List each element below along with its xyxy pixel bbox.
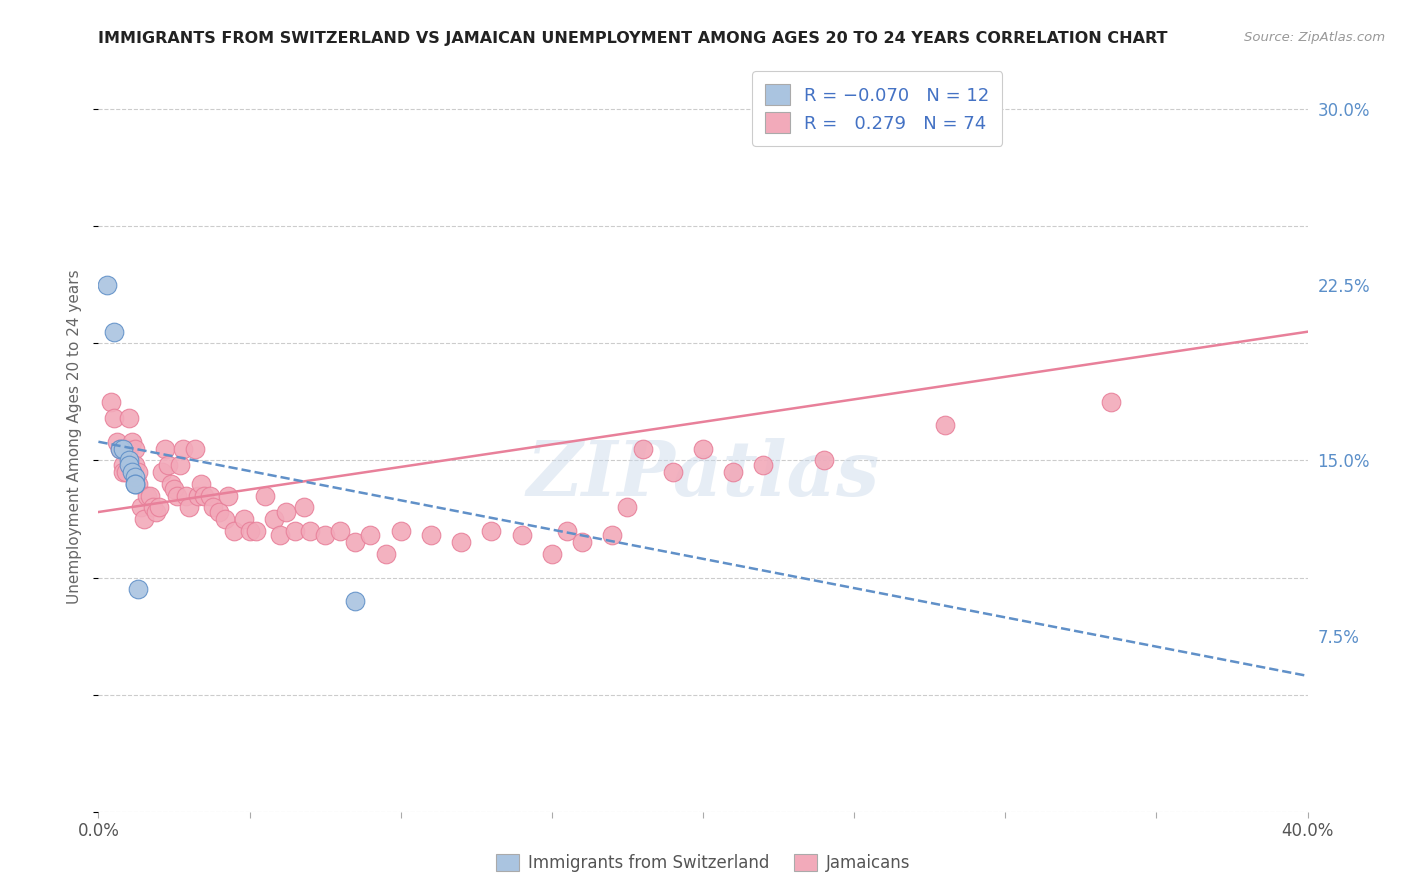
Point	[616, 500, 638, 515]
Point	[602, 528, 624, 542]
Point	[124, 476, 146, 491]
Point	[344, 594, 367, 608]
Point	[163, 482, 186, 496]
Point	[661, 465, 683, 479]
Point	[374, 547, 396, 561]
Point	[269, 528, 291, 542]
Point	[127, 476, 149, 491]
Point	[540, 547, 562, 561]
Point	[124, 470, 146, 484]
Text: ZIPatlas: ZIPatlas	[526, 438, 880, 511]
Point	[108, 442, 131, 456]
Point	[239, 524, 262, 538]
Point	[121, 434, 143, 449]
Point	[420, 528, 443, 542]
Point	[631, 442, 654, 456]
Point	[174, 489, 197, 503]
Point	[139, 489, 162, 503]
Point	[124, 476, 146, 491]
Point	[571, 535, 593, 549]
Point	[124, 442, 146, 456]
Point	[135, 489, 157, 503]
Point	[360, 528, 382, 542]
Point	[103, 411, 125, 425]
Point	[129, 500, 152, 515]
Point	[217, 489, 239, 503]
Point	[299, 524, 322, 538]
Point	[118, 411, 141, 425]
Point	[169, 458, 191, 473]
Point	[127, 582, 149, 597]
Point	[752, 458, 775, 473]
Point	[481, 524, 503, 538]
Point	[127, 465, 149, 479]
Point	[555, 524, 578, 538]
Point	[200, 489, 222, 503]
Point	[274, 505, 297, 519]
Point	[510, 528, 533, 542]
Point	[172, 442, 194, 456]
Point	[96, 277, 118, 292]
Point	[121, 465, 143, 479]
Point	[314, 528, 336, 542]
Point	[148, 500, 170, 515]
Point	[187, 489, 209, 503]
Point	[153, 442, 176, 456]
Point	[118, 453, 141, 467]
Point	[124, 458, 146, 473]
Point	[1099, 395, 1122, 409]
Point	[245, 524, 267, 538]
Point	[193, 489, 215, 503]
Point	[118, 458, 141, 473]
Point	[132, 512, 155, 526]
Legend: Immigrants from Switzerland, Jamaicans: Immigrants from Switzerland, Jamaicans	[489, 847, 917, 879]
Point	[190, 476, 212, 491]
Point	[263, 512, 285, 526]
Point	[692, 442, 714, 456]
Point	[214, 512, 236, 526]
Legend: R = −0.070   N = 12, R =   0.279   N = 74: R = −0.070 N = 12, R = 0.279 N = 74	[752, 71, 1002, 145]
Point	[450, 535, 472, 549]
Point	[111, 458, 134, 473]
Point	[160, 476, 183, 491]
Y-axis label: Unemployment Among Ages 20 to 24 years: Unemployment Among Ages 20 to 24 years	[67, 269, 83, 605]
Point	[224, 524, 246, 538]
Point	[118, 442, 141, 456]
Point	[292, 500, 315, 515]
Point	[166, 489, 188, 503]
Point	[108, 442, 131, 456]
Point	[111, 465, 134, 479]
Point	[142, 500, 165, 515]
Point	[111, 442, 134, 456]
Point	[934, 418, 956, 433]
Point	[114, 465, 136, 479]
Point	[105, 434, 128, 449]
Point	[100, 395, 122, 409]
Point	[150, 465, 173, 479]
Point	[103, 325, 125, 339]
Point	[145, 505, 167, 519]
Point	[184, 442, 207, 456]
Point	[208, 505, 231, 519]
Point	[179, 500, 201, 515]
Point	[813, 453, 835, 467]
Point	[284, 524, 307, 538]
Point	[156, 458, 179, 473]
Point	[202, 500, 225, 515]
Text: Source: ZipAtlas.com: Source: ZipAtlas.com	[1244, 31, 1385, 45]
Point	[232, 512, 254, 526]
Point	[329, 524, 352, 538]
Point	[723, 465, 745, 479]
Point	[344, 535, 367, 549]
Point	[389, 524, 412, 538]
Text: IMMIGRANTS FROM SWITZERLAND VS JAMAICAN UNEMPLOYMENT AMONG AGES 20 TO 24 YEARS C: IMMIGRANTS FROM SWITZERLAND VS JAMAICAN …	[98, 31, 1168, 46]
Point	[253, 489, 276, 503]
